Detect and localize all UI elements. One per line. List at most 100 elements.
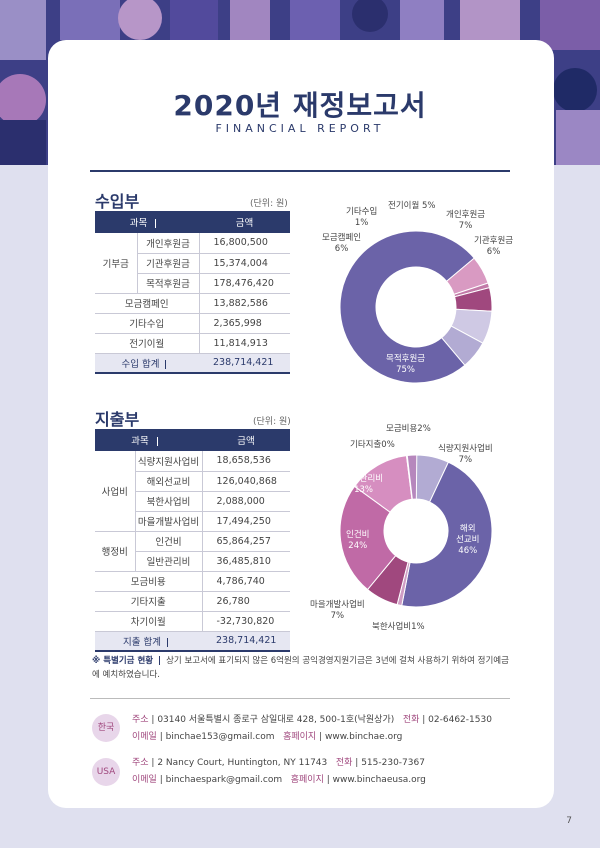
income-section-title: 수입부: [95, 192, 140, 211]
table-row: 일반관리비 36,485,810: [95, 551, 290, 572]
table-row: 기관후원금 15,374,004: [95, 253, 290, 274]
income-label-personal: 개인후원금 7%: [446, 210, 486, 231]
row-item: 기타수입: [95, 313, 200, 334]
row-item: 기관후원금: [137, 253, 200, 274]
income-label-etc: 기타수입 1%: [346, 207, 378, 228]
korea-email-link[interactable]: binchae153@gmail.com: [165, 732, 275, 742]
usa-contact: 주소 | 2 Nancy Court, Huntington, NY 11743…: [132, 758, 426, 785]
income-table-header: 과목 금액: [95, 211, 290, 233]
expense-label-fundraising: 모금비용2%: [386, 424, 431, 434]
row-item: 북한사업비: [135, 491, 203, 512]
row-amount: 26,780: [202, 591, 290, 612]
table-row: 사업비 식량지원사업비 18,658,536: [95, 451, 290, 532]
table-row: 모금비용 4,786,740: [95, 571, 290, 592]
footer-divider: [90, 698, 510, 699]
row-amount: 16,800,500: [199, 233, 290, 254]
korea-website-link[interactable]: www.binchae.org: [324, 732, 403, 742]
income-unit: (단위: 원): [250, 199, 288, 209]
row-amount: 15,374,004: [199, 253, 290, 274]
row-amount: 178,476,420: [199, 273, 290, 294]
row-item: 차기이월: [95, 611, 203, 632]
income-header-amount: 금액: [199, 211, 290, 233]
slice-목적후원금: [340, 230, 475, 383]
table-row: 모금캠페인 13,882,586: [95, 293, 290, 314]
table-row: 차기이월 -32,730,820: [95, 611, 290, 632]
table-row: 목적후원금 178,476,420: [95, 273, 290, 294]
row-item: 마을개발사업비: [135, 511, 203, 532]
korea-badge: 한국: [92, 714, 120, 742]
expense-group-label: 행정비: [95, 531, 136, 572]
row-item: 인건비: [135, 531, 203, 552]
table-row: 기부금 개인후원금 16,800,500: [95, 233, 290, 294]
report-card: [48, 40, 554, 808]
slice-모금비용: [406, 455, 418, 500]
expense-donut-chart: [340, 455, 492, 607]
expense-label-general: 일반관리비 13%: [344, 474, 384, 495]
row-amount: 17,494,250: [202, 511, 290, 532]
income-table: 과목 금액 기부금 개인후원금 16,800,500 기관후원금 15,374,…: [95, 211, 290, 374]
row-amount: 36,485,810: [202, 551, 290, 572]
row-amount: 13,882,586: [199, 293, 290, 314]
expense-label-village: 마을개발사업비 7%: [310, 600, 365, 621]
row-item: 전기이월: [95, 333, 200, 354]
expense-total-row: 지출 합계 238,714,421: [95, 631, 290, 652]
page-subtitle: FINANCIAL REPORT: [215, 122, 385, 135]
expense-table-header: 과목 금액: [95, 429, 290, 451]
expense-label-food: 식량지원사업비 7%: [438, 444, 493, 465]
expense-section-title: 지출부: [95, 410, 140, 429]
usa-email-link[interactable]: binchaespark@gmail.com: [165, 775, 283, 785]
income-label-org: 기관후원금 6%: [474, 236, 514, 257]
row-item: 목적후원금: [137, 273, 200, 294]
table-row: 전기이월 11,814,913: [95, 333, 290, 354]
table-row: 마을개발사업비 17,494,250: [95, 511, 290, 532]
row-amount: 18,658,536: [202, 451, 290, 472]
row-amount: -32,730,820: [202, 611, 290, 632]
page-title: 2020년 재정보고서: [173, 89, 427, 122]
expense-group-label: 사업비: [95, 451, 136, 532]
special-fund-note: ※ 특별기금 현황 상기 보고서에 표기되지 않은 6억원의 공익경영지원기금은 …: [92, 654, 512, 682]
table-row: 북한사업비 2,088,000: [95, 491, 290, 512]
total-label: 수입 합계: [95, 353, 199, 374]
table-row: 기타수입 2,365,998: [95, 313, 290, 334]
slice-인건비: [340, 485, 397, 591]
table-row: 기타지출 26,780: [95, 591, 290, 612]
row-amount: 126,040,868: [202, 471, 290, 492]
slice-해외선교비: [401, 461, 492, 607]
korea-contact: 주소 | 03140 서울특별시 종로구 삼일대로 428, 500-1호(낙원…: [132, 715, 492, 742]
title-divider: [90, 170, 510, 172]
total-label: 지출 합계: [95, 631, 202, 652]
expense-label-overseas: 해외 선교비 46%: [456, 524, 480, 556]
total-amount: 238,714,421: [202, 631, 290, 652]
row-item: 일반관리비: [135, 551, 203, 572]
row-amount: 65,864,257: [202, 531, 290, 552]
row-amount: 2,365,998: [199, 313, 290, 334]
row-amount: 2,088,000: [202, 491, 290, 512]
row-item: 모금비용: [95, 571, 203, 592]
total-amount: 238,714,421: [199, 353, 290, 374]
expense-label-personnel: 인건비 24%: [346, 530, 370, 551]
expense-header-amount: 금액: [202, 429, 290, 451]
table-row: 해외선교비 126,040,868: [95, 471, 290, 492]
income-group-label: 기부금: [95, 233, 138, 294]
expense-label-etc: 기타지출0%: [350, 440, 395, 450]
income-donut-chart: [340, 230, 492, 383]
table-row: 행정비 인건비 65,864,257: [95, 531, 290, 572]
row-item: 개인후원금: [137, 233, 200, 254]
row-amount: 11,814,913: [199, 333, 290, 354]
expense-unit: (단위: 원): [253, 417, 291, 427]
slice-기관후원금: [441, 325, 484, 366]
income-total-row: 수입 합계 238,714,421: [95, 353, 290, 374]
page-number: 7: [566, 816, 572, 826]
income-label-carryover: 전기이월 5%: [388, 201, 436, 211]
usa-website-link[interactable]: www.binchaeusa.org: [332, 775, 426, 785]
expense-table: 과목 금액 사업비 식량지원사업비 18,658,536 해외선교비 126,0…: [95, 429, 290, 652]
income-label-campaign: 모금캠페인 6%: [322, 233, 362, 254]
usa-badge: USA: [92, 758, 120, 786]
row-item: 식량지원사업비: [135, 451, 203, 472]
note-text: 상기 보고서에 표기되지 않은 6억원의 공익경영지원기금은 3년에 걸쳐 사용…: [92, 656, 509, 680]
row-item: 모금캠페인: [95, 293, 200, 314]
income-header-item: 과목: [95, 211, 199, 233]
row-amount: 4,786,740: [202, 571, 290, 592]
expense-label-nk: 북한사업비1%: [372, 622, 425, 632]
row-item: 해외선교비: [135, 471, 203, 492]
